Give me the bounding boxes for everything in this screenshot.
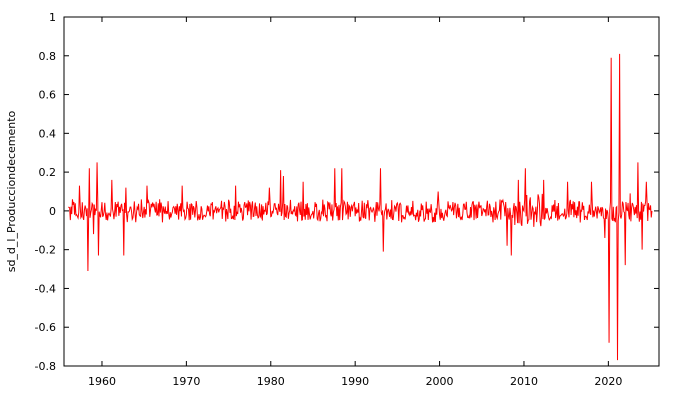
- y-tick-label: 0.8: [39, 50, 57, 63]
- series-layer: [68, 53, 653, 361]
- y-tick-label: -0.4: [35, 282, 56, 295]
- x-tick-label: 2020: [594, 375, 622, 388]
- y-axis-title: sd_d_l_Produccion​decemento: [5, 110, 18, 272]
- x-tick-label: 2000: [426, 375, 454, 388]
- y-tick-label: 0.6: [39, 89, 57, 102]
- x-tick-label: 1980: [257, 375, 285, 388]
- x-tick-label: 1990: [341, 375, 369, 388]
- x-tick-label: 1960: [88, 375, 116, 388]
- x-axis: 1960 1970 1980 1990 2000 2010 2020: [88, 17, 622, 388]
- y-tick-label: 1: [49, 11, 56, 24]
- y-tick-label: -0.8: [35, 360, 56, 373]
- y-axis: -0.8 -0.6 -0.4 -0.2 0 0.2 0.4 0.6 0.8 1: [35, 11, 659, 373]
- plot-frame: [63, 16, 660, 367]
- y-tick-label: 0: [49, 205, 56, 218]
- y-tick-label: 0.2: [39, 166, 57, 179]
- y-tick-label: -0.2: [35, 244, 56, 257]
- y-tick-label: 0.4: [39, 127, 57, 140]
- x-tick-label: 1970: [172, 375, 200, 388]
- series-line: [68, 53, 653, 361]
- y-tick-label: -0.6: [35, 321, 56, 334]
- x-tick-label: 2010: [510, 375, 538, 388]
